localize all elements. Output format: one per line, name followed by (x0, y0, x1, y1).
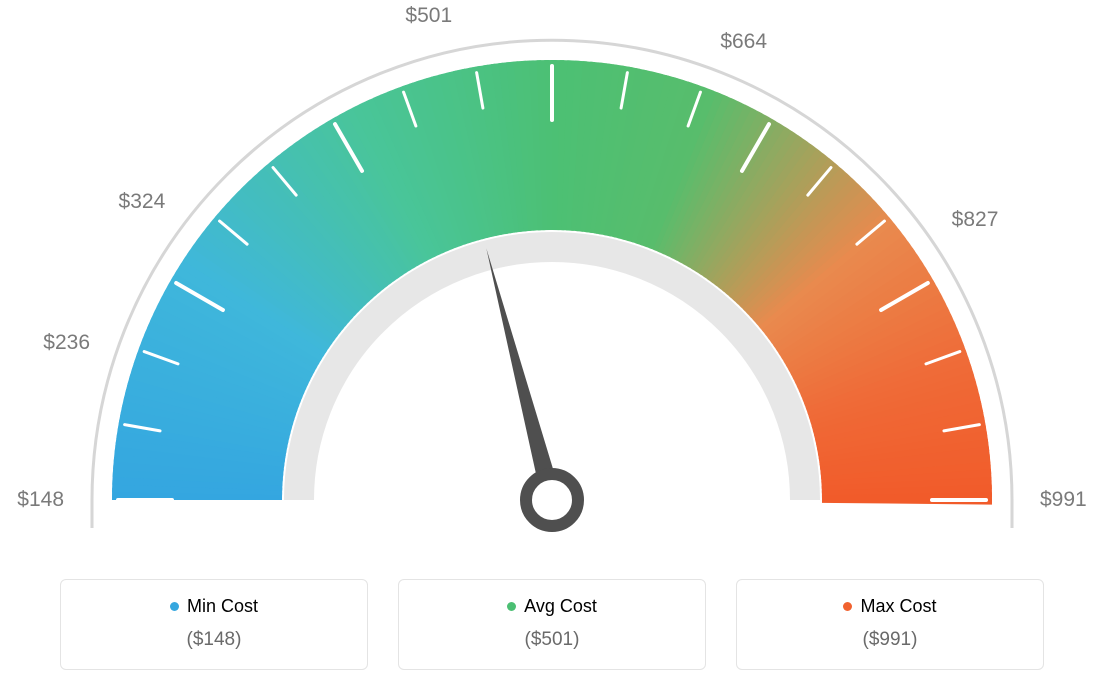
gauge-tick-label: $991 (1040, 488, 1087, 512)
legend-label-avg: Avg Cost (524, 596, 597, 617)
gauge-svg (0, 0, 1104, 570)
legend-title-min: Min Cost (170, 596, 258, 617)
gauge-tick-label: $827 (952, 208, 999, 232)
gauge-tick-label: $664 (720, 30, 767, 54)
legend-card-max: Max Cost ($991) (736, 579, 1044, 670)
gauge-tick-label: $324 (119, 190, 166, 214)
dot-avg-icon (507, 602, 516, 611)
gauge-area: $148 $236 $324 $501 $664 $827 $991 (0, 0, 1104, 570)
gauge-tick-label: $148 (17, 488, 64, 512)
legend-title-avg: Avg Cost (507, 596, 597, 617)
legend-title-max: Max Cost (843, 596, 936, 617)
legend-row: Min Cost ($148) Avg Cost ($501) Max Cost… (60, 579, 1044, 670)
legend-label-max: Max Cost (860, 596, 936, 617)
dot-max-icon (843, 602, 852, 611)
cost-gauge-widget: $148 $236 $324 $501 $664 $827 $991 Min Cost ($… (0, 0, 1104, 690)
legend-card-avg: Avg Cost ($501) (398, 579, 706, 670)
legend-value-avg: ($501) (409, 629, 695, 651)
legend-value-max: ($991) (747, 629, 1033, 651)
legend-card-min: Min Cost ($148) (60, 579, 368, 670)
legend-label-min: Min Cost (187, 596, 258, 617)
gauge-tick-label: $236 (43, 331, 90, 355)
dot-min-icon (170, 602, 179, 611)
gauge-tick-label: $501 (405, 4, 452, 28)
legend-value-min: ($148) (71, 629, 357, 651)
